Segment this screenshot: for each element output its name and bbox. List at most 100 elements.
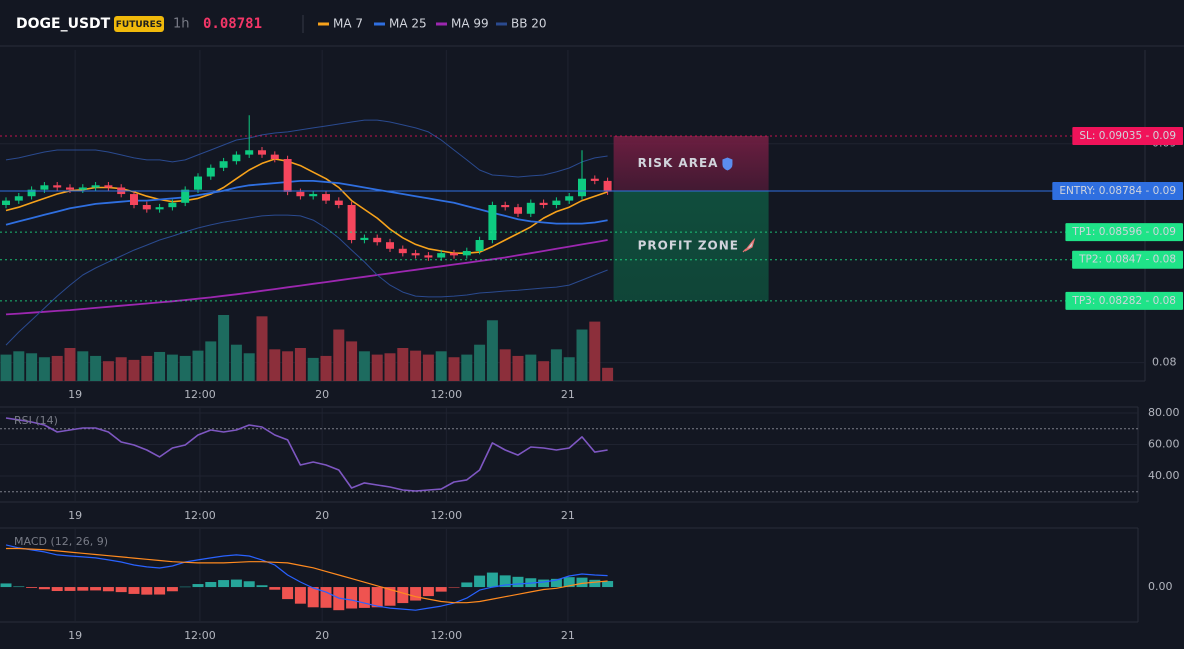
candle-body	[578, 178, 586, 197]
volume-bar	[90, 355, 102, 381]
volume-bar	[205, 341, 217, 381]
overlay: 19 12:00 20 12:00 21 19 12:00 20 12:00 21 19 12:00 2…	[0, 17, 1183, 642]
symbol: DOGE_USDT	[16, 16, 111, 32]
macd-histogram-bar	[461, 582, 473, 588]
volume-bar	[243, 353, 255, 381]
level-label: TP3: 0.08282 - 0.08	[1071, 295, 1176, 307]
legend-entry: MA 25	[389, 17, 427, 31]
bb-upper	[5, 119, 608, 178]
candle-body	[322, 194, 330, 201]
candle-body	[590, 178, 599, 181]
candle-body	[27, 189, 36, 197]
macd-histogram-bar	[51, 587, 63, 592]
bb-lower	[5, 214, 608, 346]
macd-histogram-bar	[435, 587, 447, 592]
macd-histogram-bar	[486, 572, 498, 588]
panel-title: MACD (12, 26, 9)	[14, 535, 108, 548]
volume-bar	[0, 354, 12, 381]
candle-body	[155, 207, 164, 210]
candle-body	[296, 191, 305, 197]
volume-bar	[346, 341, 358, 381]
x-tick-label: 12:00	[184, 629, 216, 642]
macd-histogram-bar	[371, 587, 383, 608]
level-label-bg	[1072, 250, 1183, 269]
macd-histogram-bar	[179, 586, 191, 588]
candle-body	[2, 200, 10, 205]
volume-bar	[102, 361, 114, 381]
volume-bar	[371, 354, 383, 381]
candle-body	[206, 167, 215, 177]
volume-bar	[38, 357, 50, 381]
level-label: SL: 0.09035 - 0.09	[1079, 130, 1176, 142]
zone	[613, 190, 769, 301]
macd-histogram-bar	[576, 577, 588, 588]
macd-histogram-bar	[269, 587, 281, 590]
candle-body	[347, 204, 356, 241]
macd-histogram-bar	[166, 587, 178, 592]
macd-histogram-bar	[422, 587, 434, 597]
macd-histogram-bar	[205, 581, 217, 588]
x-tick-label: 19	[68, 629, 82, 642]
candle-body	[565, 196, 574, 201]
candle-body	[78, 187, 87, 190]
candle-body	[14, 196, 23, 201]
candle-body	[232, 154, 241, 162]
macd-histogram-bar	[282, 587, 294, 600]
candle-body	[309, 194, 318, 197]
candle-body	[334, 200, 343, 205]
volume-bar	[486, 320, 498, 381]
macd-histogram-bar	[90, 587, 102, 591]
panel-title: RSI (14)	[14, 414, 58, 427]
volume-bar	[525, 354, 537, 381]
candle-body	[386, 242, 394, 249]
volume-bar	[269, 349, 281, 381]
candle-body	[142, 204, 151, 210]
candle-body	[270, 154, 279, 160]
candle-body	[398, 248, 407, 254]
candle-body	[91, 185, 100, 188]
volume-bar	[307, 357, 319, 381]
volume-bar	[256, 316, 268, 381]
candle-body	[424, 255, 433, 258]
candle-body	[104, 185, 113, 188]
candle-body	[526, 202, 535, 214]
y-tick-label: 40.00	[1148, 469, 1180, 482]
candle-body	[373, 237, 382, 243]
volume-bar	[461, 354, 473, 381]
level-label: TP1: 0.08596 - 0.09	[1071, 226, 1176, 238]
signal-line	[6, 547, 608, 604]
candle-body	[501, 204, 510, 208]
macd-histogram-bar	[294, 587, 306, 604]
candle-body	[168, 202, 177, 208]
candle-body	[450, 253, 458, 256]
rocket-icon	[742, 237, 756, 253]
macd-histogram-bar	[589, 579, 601, 588]
volume-bar	[448, 357, 460, 381]
candle-body	[219, 161, 228, 168]
volume-bar	[550, 349, 562, 381]
candle-body	[360, 237, 369, 241]
y-tick-label: 80.00	[1148, 406, 1180, 419]
volume-bar	[538, 361, 550, 381]
x-tick-label: 20	[315, 388, 329, 401]
zone-label: RISK AREA	[638, 156, 719, 170]
last-price: 0.08781	[203, 16, 262, 32]
macd-histogram-bar	[602, 581, 614, 588]
volume-bar	[384, 353, 396, 381]
candle-body	[437, 253, 446, 258]
volume-bar	[77, 351, 89, 381]
candle-body	[194, 176, 202, 190]
x-tick-label: 12:00	[184, 388, 216, 401]
macd-histogram-bar	[230, 579, 242, 588]
ma-line	[5, 239, 608, 316]
level-label-bg	[1065, 291, 1183, 310]
y-tick-label: 60.00	[1148, 437, 1180, 450]
volume-bar	[602, 367, 614, 381]
candle-body	[130, 194, 138, 205]
volume-bar	[563, 357, 575, 381]
level-label-bg	[1072, 127, 1183, 146]
macd-histogram-bar	[474, 575, 486, 588]
y-tick-label: 0.00	[1148, 580, 1173, 593]
candle-body	[514, 207, 522, 214]
